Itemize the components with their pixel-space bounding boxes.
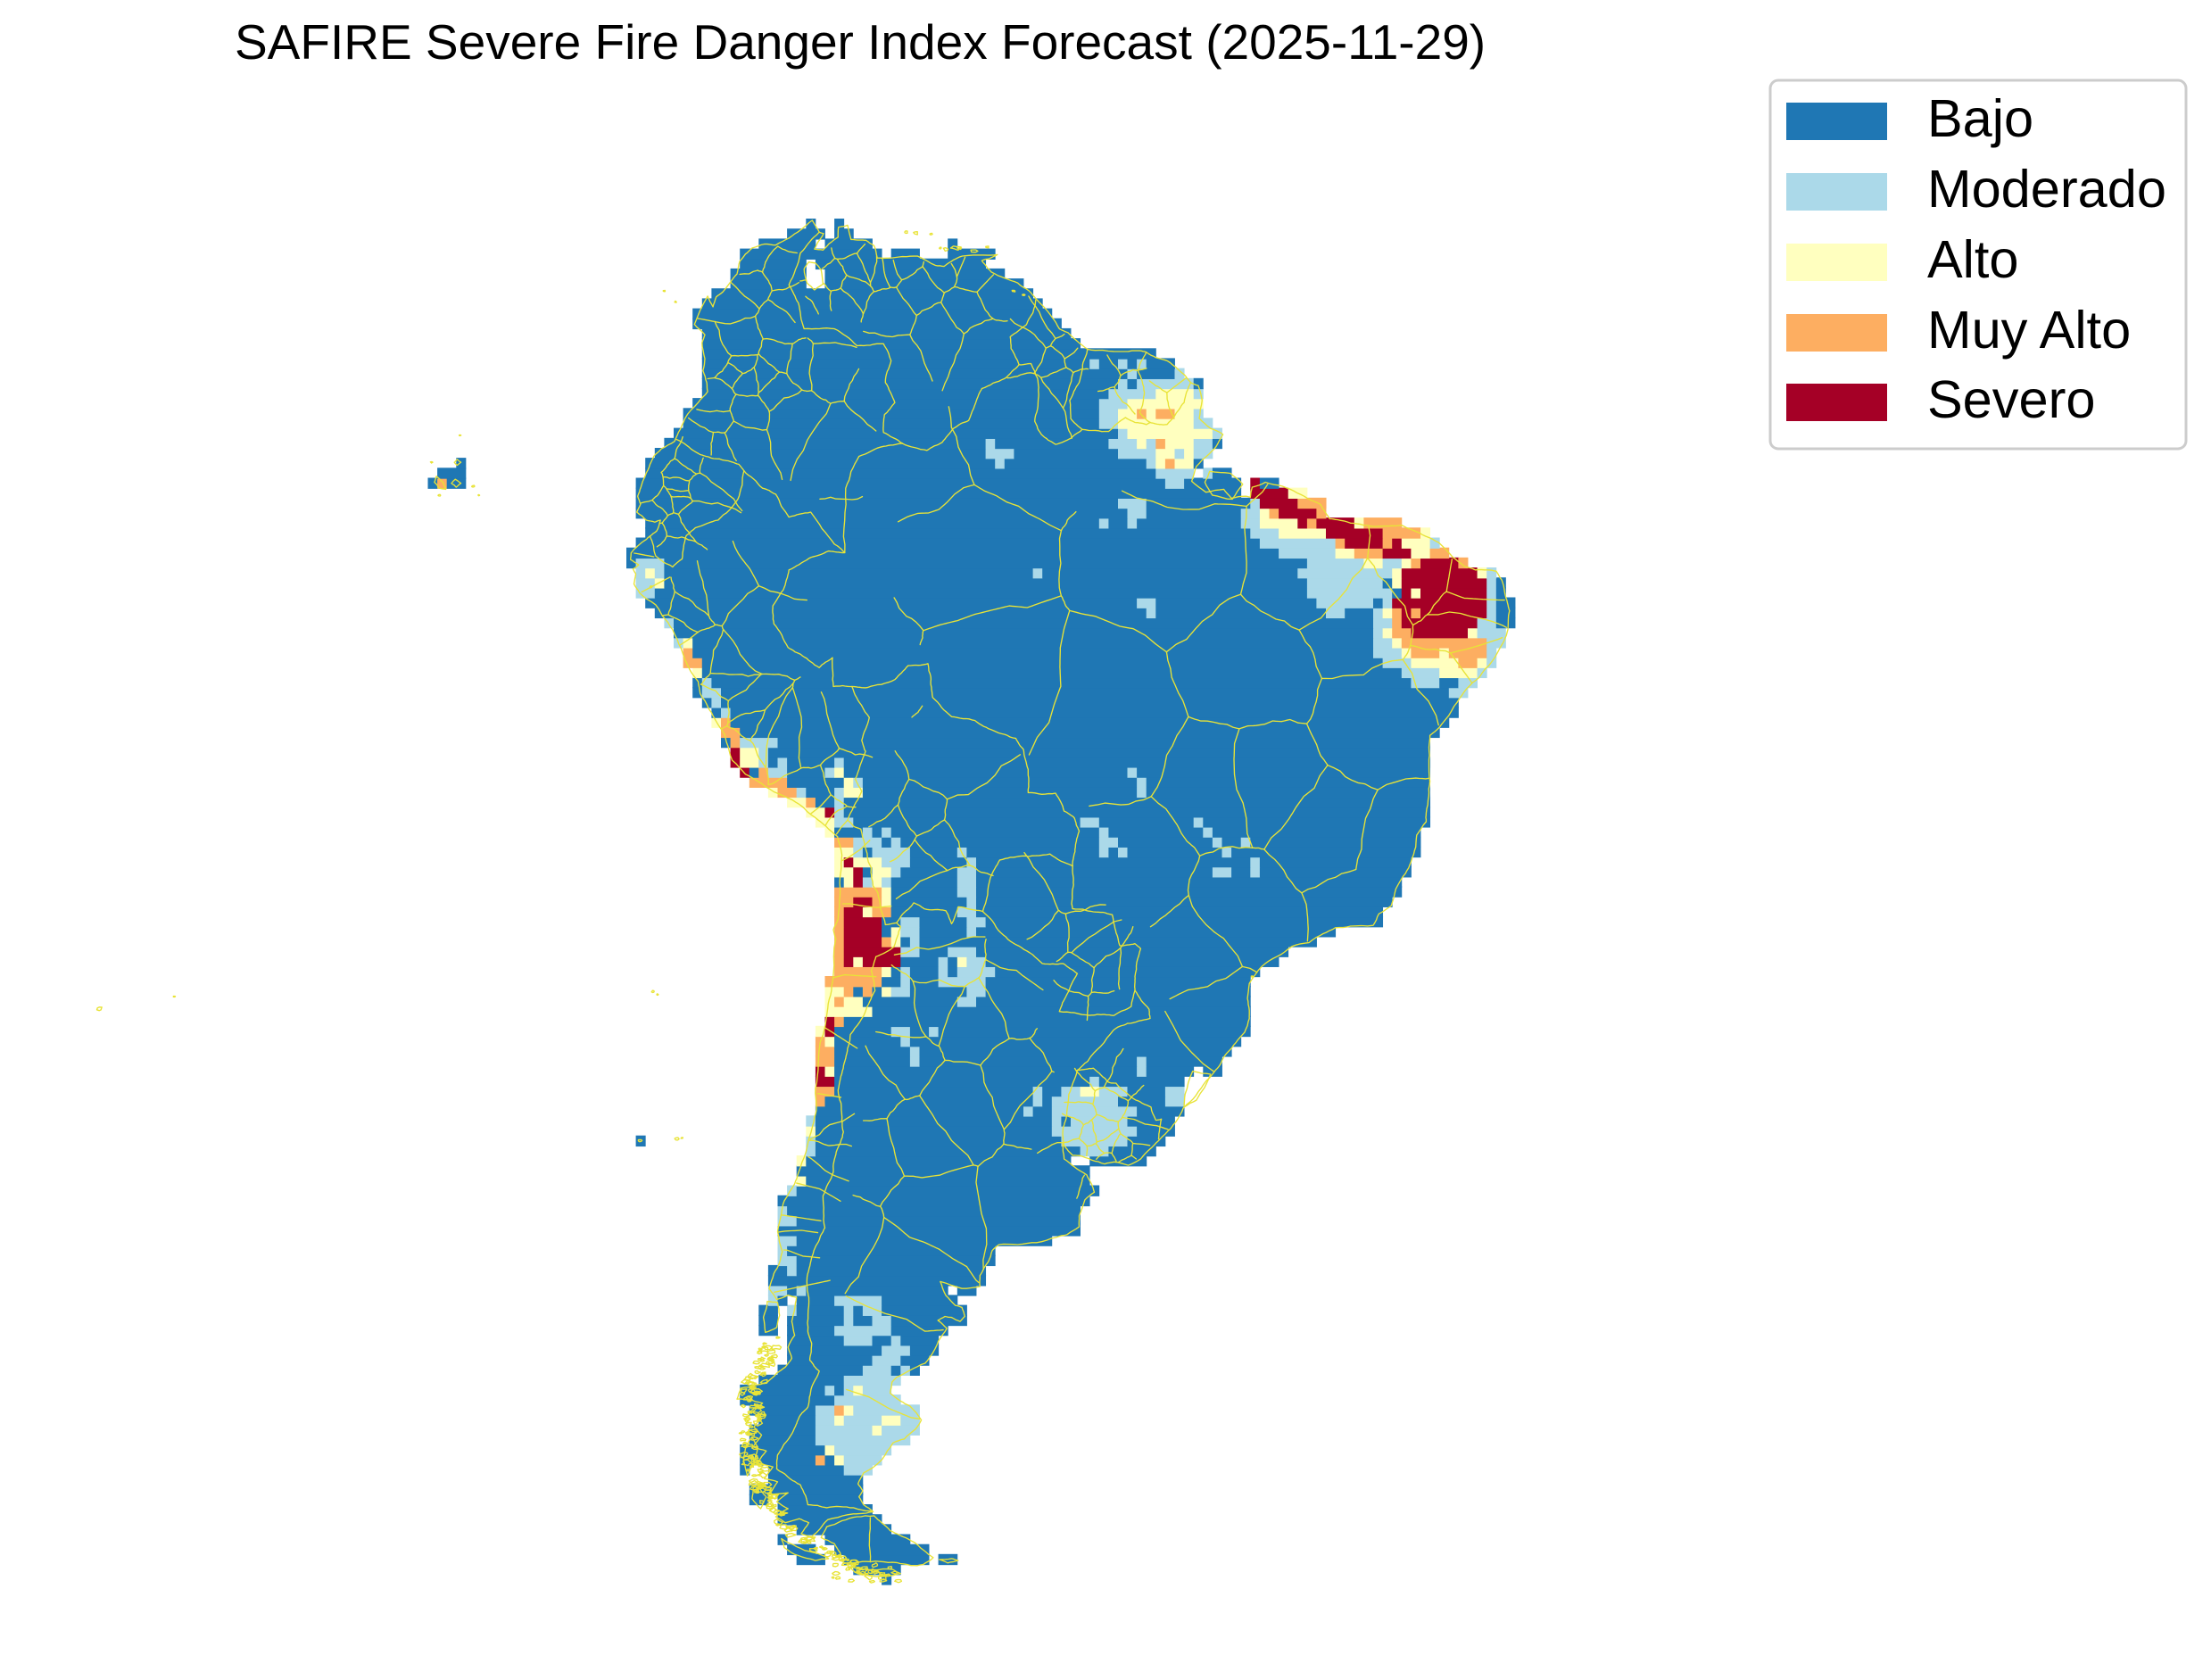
svg-text:Muy Alto: Muy Alto: [1927, 300, 2131, 360]
svg-text:Moderado: Moderado: [1927, 159, 2166, 219]
svg-text:SAFIRE Severe Fire Danger Inde: SAFIRE Severe Fire Danger Index Forecast…: [235, 14, 1486, 70]
svg-text:Alto: Alto: [1927, 229, 2019, 289]
svg-text:Bajo: Bajo: [1927, 88, 2033, 148]
svg-text:Severo: Severo: [1927, 369, 2096, 429]
